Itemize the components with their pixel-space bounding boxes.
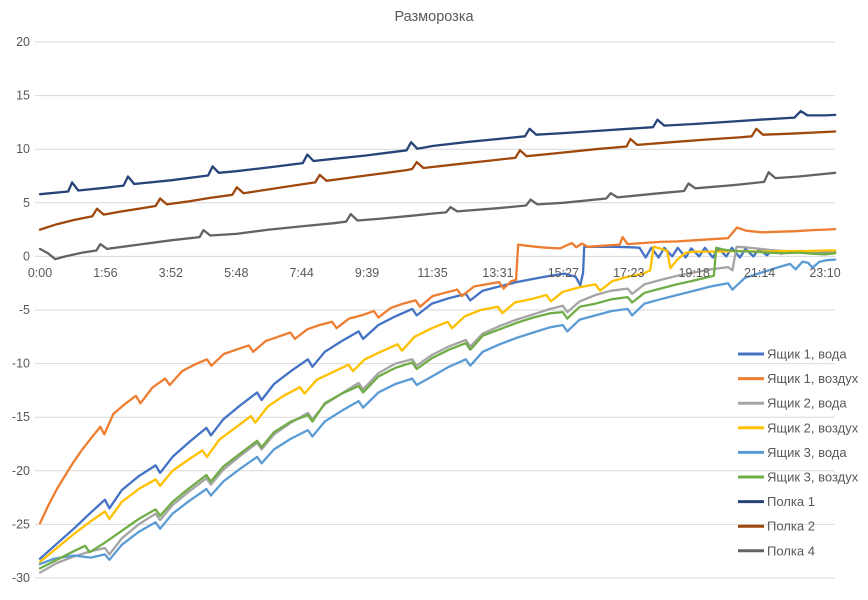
- legend-item[interactable]: Ящик 3, вода: [738, 445, 847, 460]
- legend-item[interactable]: Полка 1: [738, 494, 815, 509]
- y-tick-label: 15: [16, 89, 30, 103]
- x-tick-label: 9:39: [355, 266, 379, 280]
- legend-item[interactable]: Ящик 1, вода: [738, 347, 847, 362]
- x-tick-label: 19:18: [679, 266, 710, 280]
- legend-item[interactable]: Ящик 3, воздух: [738, 470, 859, 485]
- x-tick-label: 15:27: [548, 266, 579, 280]
- legend-label: Полка 1: [767, 494, 815, 509]
- legend-label: Ящик 2, вода: [767, 396, 847, 411]
- x-tick-label: 3:52: [159, 266, 183, 280]
- x-tick-label: 21:14: [744, 266, 775, 280]
- series-lines: [38, 109, 837, 574]
- legend-label: Ящик 2, воздух: [767, 420, 859, 435]
- legend-label: Ящик 1, вода: [767, 347, 847, 362]
- y-tick-label: -20: [12, 464, 30, 478]
- legend-item[interactable]: Ящик 2, вода: [738, 396, 847, 411]
- y-tick-label: -5: [19, 303, 30, 317]
- x-tick-label: 11:35: [417, 266, 447, 280]
- x-tick-label: 5:48: [224, 266, 248, 280]
- series-line-4: [38, 245, 837, 564]
- legend-item[interactable]: Полка 2: [738, 519, 815, 534]
- legend-label: Ящик 1, воздух: [767, 371, 859, 386]
- y-tick-label: -10: [12, 357, 30, 371]
- x-tick-label: 1:56: [93, 266, 117, 280]
- gridlines: [35, 41, 835, 579]
- series-line-3: [38, 245, 837, 574]
- x-tick-label: 17:23: [613, 266, 644, 280]
- y-tick-label: -25: [12, 517, 30, 531]
- y-tick-label: 20: [16, 35, 30, 49]
- series-line-6: [38, 246, 837, 570]
- y-tick-label: 10: [16, 142, 30, 156]
- y-tick-label: -30: [12, 571, 30, 585]
- y-axis-labels: 20 15 10 5 0 -5 -10 -15 -20 -25 -30: [12, 35, 30, 585]
- legend-label: Полка 2: [767, 519, 815, 534]
- legend-label: Ящик 3, вода: [767, 445, 847, 460]
- y-tick-label: 0: [23, 249, 30, 263]
- series-line-2: [38, 226, 837, 525]
- legend-label: Полка 4: [767, 543, 815, 558]
- x-tick-label: 23:10: [809, 266, 840, 280]
- legend: Ящик 1, вода Ящик 1, воздух Ящик 2, вода Ящ…: [738, 347, 859, 558]
- x-tick-label: 7:44: [289, 266, 313, 280]
- x-tick-label: 13:31: [482, 266, 513, 280]
- series-line-7: [38, 109, 837, 196]
- y-tick-label: -15: [12, 410, 30, 424]
- series-line-9: [38, 171, 837, 261]
- y-tick-label: 5: [23, 196, 30, 210]
- legend-item[interactable]: Полка 4: [738, 543, 815, 558]
- x-axis-labels: 0:00 1:56 3:52 5:48 7:44 9:39 11:35 13:31 15:27 1…: [28, 266, 841, 280]
- legend-label: Ящик 3, воздух: [767, 470, 859, 485]
- legend-item[interactable]: Ящик 2, воздух: [738, 420, 859, 435]
- series-line-8: [38, 127, 837, 231]
- series-line-1: [38, 245, 837, 560]
- x-tick-label: 0:00: [28, 266, 52, 280]
- legend-item[interactable]: Ящик 1, воздух: [738, 371, 859, 386]
- series-line-5: [38, 258, 837, 566]
- chart-title: Разморозка: [394, 9, 474, 25]
